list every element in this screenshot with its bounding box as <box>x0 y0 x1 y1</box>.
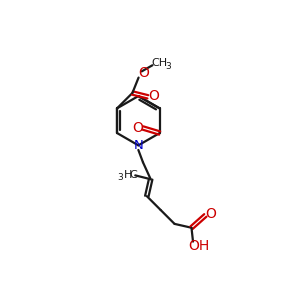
Text: N: N <box>134 139 143 152</box>
Text: O: O <box>132 121 143 135</box>
Text: CH: CH <box>151 58 167 68</box>
Text: 3: 3 <box>165 61 171 70</box>
Text: H: H <box>123 169 132 180</box>
Text: 3: 3 <box>118 173 124 182</box>
Text: O: O <box>138 66 148 80</box>
Text: OH: OH <box>189 239 210 253</box>
Text: O: O <box>148 89 159 103</box>
Text: C: C <box>130 169 138 180</box>
Text: O: O <box>205 207 216 221</box>
